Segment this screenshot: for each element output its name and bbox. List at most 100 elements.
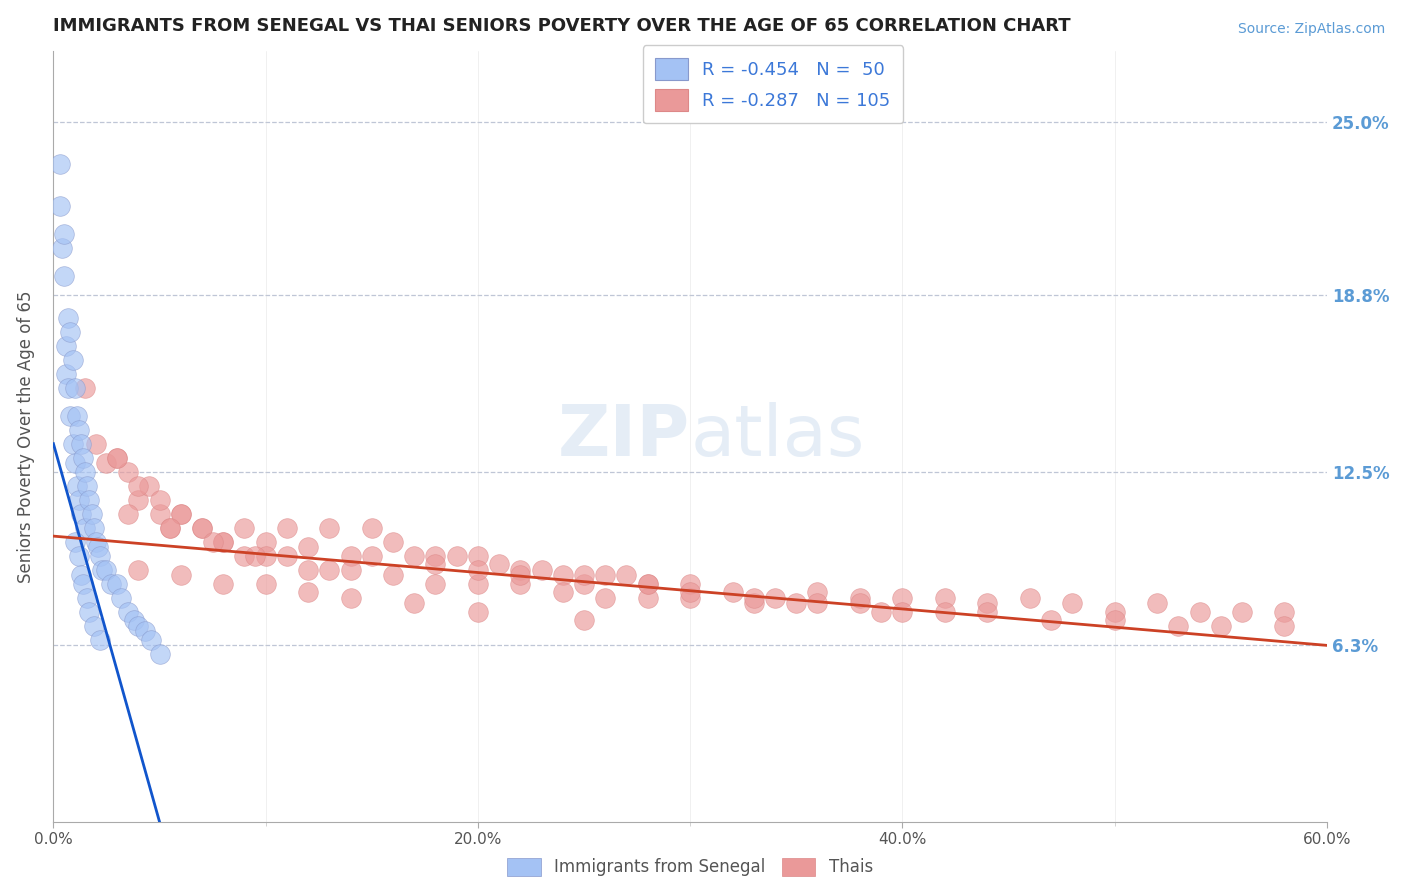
Point xyxy=(551,568,574,582)
Point xyxy=(89,549,111,563)
Legend: Immigrants from Senegal, Thais: Immigrants from Senegal, Thais xyxy=(501,851,880,883)
Point xyxy=(76,591,98,605)
Point xyxy=(76,479,98,493)
Point xyxy=(382,534,405,549)
Point xyxy=(1188,605,1211,619)
Point xyxy=(84,436,107,450)
Point xyxy=(55,367,77,381)
Point xyxy=(572,568,595,582)
Point xyxy=(117,605,139,619)
Point xyxy=(1062,596,1084,610)
Point xyxy=(72,450,94,465)
Point xyxy=(66,409,89,423)
Point xyxy=(297,541,319,555)
Point xyxy=(870,605,893,619)
Point xyxy=(96,456,118,470)
Point xyxy=(91,563,114,577)
Point xyxy=(806,596,828,610)
Point xyxy=(509,576,531,591)
Point xyxy=(467,576,489,591)
Point xyxy=(127,479,149,493)
Point xyxy=(70,436,93,450)
Point xyxy=(467,605,489,619)
Point xyxy=(254,534,277,549)
Point xyxy=(721,585,744,599)
Point xyxy=(55,338,77,352)
Point xyxy=(66,479,89,493)
Point xyxy=(105,450,128,465)
Point xyxy=(191,521,214,535)
Text: Source: ZipAtlas.com: Source: ZipAtlas.com xyxy=(1237,22,1385,37)
Point xyxy=(105,576,128,591)
Point xyxy=(1209,619,1232,633)
Point xyxy=(276,521,298,535)
Point xyxy=(849,596,872,610)
Point xyxy=(100,576,122,591)
Point xyxy=(79,492,101,507)
Point xyxy=(509,563,531,577)
Point xyxy=(679,585,702,599)
Point xyxy=(425,576,447,591)
Point xyxy=(891,591,914,605)
Point xyxy=(572,613,595,627)
Text: atlas: atlas xyxy=(690,402,865,471)
Point xyxy=(159,521,181,535)
Point xyxy=(382,568,405,582)
Point xyxy=(467,563,489,577)
Point xyxy=(467,549,489,563)
Point xyxy=(63,381,86,395)
Point xyxy=(53,227,76,241)
Point xyxy=(1146,596,1168,610)
Point xyxy=(191,521,214,535)
Point xyxy=(742,596,765,610)
Point xyxy=(83,521,105,535)
Point xyxy=(530,563,553,577)
Point xyxy=(1274,605,1296,619)
Point xyxy=(593,568,616,582)
Point xyxy=(976,605,998,619)
Point xyxy=(170,507,193,521)
Point xyxy=(934,605,956,619)
Point xyxy=(70,568,93,582)
Point xyxy=(67,423,90,437)
Point xyxy=(339,549,361,563)
Y-axis label: Seniors Poverty Over the Age of 65: Seniors Poverty Over the Age of 65 xyxy=(17,291,35,583)
Point xyxy=(59,325,82,339)
Point xyxy=(785,596,807,610)
Point xyxy=(148,507,170,521)
Point xyxy=(170,507,193,521)
Point xyxy=(1274,619,1296,633)
Point xyxy=(117,465,139,479)
Point xyxy=(201,534,224,549)
Point xyxy=(339,591,361,605)
Point xyxy=(138,479,160,493)
Point xyxy=(148,647,170,661)
Point xyxy=(934,591,956,605)
Point xyxy=(89,632,111,647)
Point xyxy=(551,585,574,599)
Point xyxy=(318,563,340,577)
Point xyxy=(53,268,76,283)
Point xyxy=(170,568,193,582)
Point xyxy=(509,568,531,582)
Point xyxy=(62,436,84,450)
Point xyxy=(1018,591,1040,605)
Point xyxy=(360,549,382,563)
Point xyxy=(51,241,73,255)
Point xyxy=(243,549,266,563)
Point xyxy=(79,605,101,619)
Point xyxy=(276,549,298,563)
Point xyxy=(806,585,828,599)
Point xyxy=(637,591,659,605)
Text: IMMIGRANTS FROM SENEGAL VS THAI SENIORS POVERTY OVER THE AGE OF 65 CORRELATION C: IMMIGRANTS FROM SENEGAL VS THAI SENIORS … xyxy=(53,17,1071,35)
Point xyxy=(58,310,80,325)
Point xyxy=(849,591,872,605)
Point xyxy=(58,381,80,395)
Text: ZIP: ZIP xyxy=(558,402,690,471)
Point xyxy=(1104,613,1126,627)
Point xyxy=(84,534,107,549)
Point xyxy=(742,591,765,605)
Point xyxy=(63,534,86,549)
Point xyxy=(488,557,510,571)
Point xyxy=(254,549,277,563)
